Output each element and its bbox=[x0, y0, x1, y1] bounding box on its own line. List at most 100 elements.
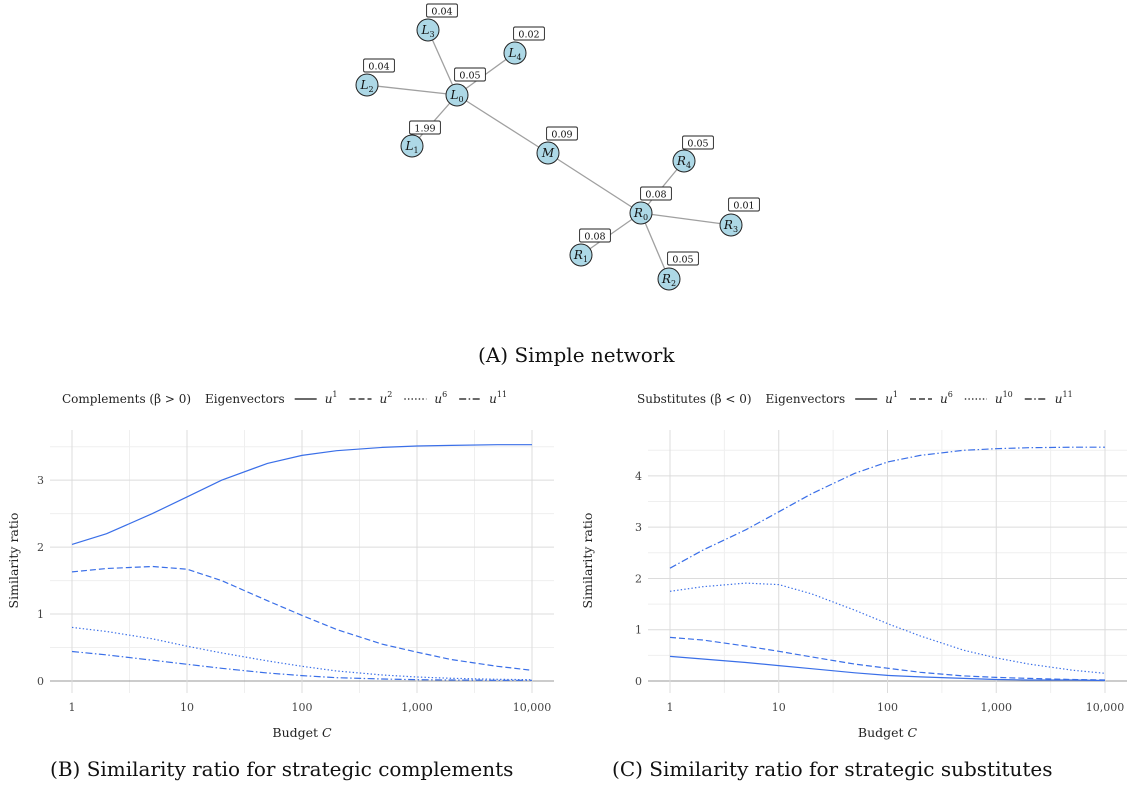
svg-text:0.04: 0.04 bbox=[368, 62, 389, 73]
x-tick-label: 100 bbox=[877, 701, 898, 714]
legend-label-u6: u6 bbox=[434, 390, 447, 406]
weight-label: 0.02 bbox=[513, 26, 545, 41]
weight-label: 0.09 bbox=[546, 126, 578, 141]
network-diagram: L00.05L11.99L20.04L30.04L40.02M0.09R00.0… bbox=[355, 3, 760, 291]
edge-L0-L2 bbox=[366, 84, 458, 96]
edge-R0-R1 bbox=[580, 212, 642, 256]
x-tick-label: 100 bbox=[292, 701, 313, 714]
node-circle bbox=[503, 41, 527, 65]
chart-complements: 0 1 2 3 1 10 100 1,000 10,000 Budget C Similarity … bbox=[6, 390, 554, 740]
series-line-u1 bbox=[71, 444, 532, 545]
series-line-u1 bbox=[669, 655, 1106, 682]
y-tick-label: 3 bbox=[635, 521, 642, 534]
series-line-u11 bbox=[71, 650, 532, 681]
svg-text:0.09: 0.09 bbox=[551, 130, 572, 141]
x-tick-label: 10 bbox=[772, 701, 786, 714]
x-tick-label: 10,000 bbox=[513, 701, 552, 714]
x-tick-label: 10 bbox=[180, 701, 194, 714]
edge-L0-L3 bbox=[427, 29, 458, 96]
x-axis-label: Budget C bbox=[272, 725, 332, 740]
y-tick-label: 1 bbox=[37, 608, 44, 621]
node-circle bbox=[536, 141, 560, 165]
svg-text:0.04: 0.04 bbox=[431, 7, 452, 18]
svg-text:0.08: 0.08 bbox=[645, 190, 666, 201]
legend-group-label: Complements (β > 0) bbox=[62, 392, 191, 406]
y-tick-label: 3 bbox=[37, 474, 44, 487]
svg-text:0.02: 0.02 bbox=[518, 30, 539, 41]
node-L2: L2 bbox=[355, 73, 379, 97]
y-tick-label: 1 bbox=[635, 624, 642, 637]
caption-b-text: Similarity ratio for strategic complemen… bbox=[86, 757, 514, 781]
node-R1: R1 bbox=[569, 243, 593, 267]
edge-L0-L4 bbox=[456, 52, 516, 96]
weight-label: 0.05 bbox=[682, 135, 714, 150]
node-R0: R0 bbox=[629, 201, 653, 225]
caption-c-text: Similarity ratio for strategic substitut… bbox=[649, 757, 1053, 781]
series-line-u6 bbox=[669, 636, 1106, 681]
weight-label: 0.08 bbox=[579, 228, 611, 243]
x-tick-label: 1,000 bbox=[401, 701, 433, 714]
svg-text:0.01: 0.01 bbox=[733, 201, 754, 212]
svg-text:0.05: 0.05 bbox=[459, 71, 480, 82]
node-circle bbox=[657, 267, 681, 291]
node-R2: R2 bbox=[657, 267, 681, 291]
x-tick-label: 1,000 bbox=[981, 701, 1013, 714]
legend-label-u10: u10 bbox=[995, 390, 1013, 406]
legend-label-u11: u11 bbox=[489, 390, 507, 406]
weight-label: 0.01 bbox=[728, 197, 760, 212]
node-L4: L4 bbox=[503, 41, 527, 65]
edge-M-R0 bbox=[547, 152, 642, 214]
weight-label: 0.04 bbox=[363, 58, 395, 73]
x-tick-label: 1 bbox=[667, 701, 674, 714]
y-axis-label: Similarity ratio bbox=[580, 513, 595, 609]
y-tick-label: 2 bbox=[37, 541, 44, 554]
chart-substitutes: 0 1 2 3 4 1 10 100 1,000 10,000 Budget C Similarity… bbox=[580, 390, 1127, 740]
node-circle bbox=[672, 149, 696, 173]
edge-L0-M bbox=[456, 94, 549, 154]
caption-a: (A) Simple network bbox=[478, 343, 675, 367]
svg-text:0.05: 0.05 bbox=[687, 139, 708, 150]
node-R3: R3 bbox=[719, 213, 743, 237]
node-L1: L1 bbox=[400, 134, 424, 158]
node-label: M bbox=[541, 146, 555, 160]
legend-group-label: Substitutes (β < 0) bbox=[637, 392, 752, 406]
y-tick-label: 4 bbox=[635, 470, 642, 483]
caption-a-text: Simple network bbox=[514, 343, 675, 367]
node-circle bbox=[355, 73, 379, 97]
weight-label: 0.08 bbox=[640, 186, 672, 201]
x-tick-label: 10,000 bbox=[1086, 701, 1125, 714]
legend-label-u2: u2 bbox=[380, 390, 393, 406]
caption-b: (B) Similarity ratio for strategic compl… bbox=[50, 757, 514, 781]
node-R4: R4 bbox=[672, 149, 696, 173]
y-tick-label: 0 bbox=[37, 675, 44, 688]
weight-label: 0.04 bbox=[426, 3, 458, 18]
node-L0: L0 bbox=[445, 83, 469, 107]
y-tick-label: 2 bbox=[635, 572, 642, 585]
legend-label-u1: u1 bbox=[885, 390, 898, 406]
edge-R0-R2 bbox=[640, 212, 670, 280]
legend-label-u11: u11 bbox=[1055, 390, 1073, 406]
series-line-u2 bbox=[71, 565, 533, 671]
x-axis-label: Budget C bbox=[858, 725, 918, 740]
node-circle bbox=[719, 213, 743, 237]
edge-R0-R3 bbox=[640, 212, 732, 226]
weight-label: 0.05 bbox=[667, 251, 699, 266]
weight-label: 0.05 bbox=[454, 67, 486, 82]
node-L3: L3 bbox=[416, 18, 440, 42]
x-tick-label: 1 bbox=[69, 701, 76, 714]
node-circle bbox=[416, 18, 440, 42]
node-M: M bbox=[536, 141, 560, 165]
series-line-u11 bbox=[669, 446, 1105, 569]
y-axis-label: Similarity ratio bbox=[6, 513, 21, 609]
caption-c: (C) Similarity ratio for strategic subst… bbox=[612, 757, 1053, 781]
svg-text:0.08: 0.08 bbox=[584, 232, 605, 243]
legend-title: Eigenvectors bbox=[205, 392, 285, 406]
svg-text:1.99: 1.99 bbox=[414, 124, 435, 135]
weight-label: 1.99 bbox=[409, 120, 441, 135]
node-circle bbox=[569, 243, 593, 267]
network-nodes: L00.05L11.99L20.04L30.04L40.02M0.09R00.0… bbox=[355, 3, 760, 291]
legend-label-u1: u1 bbox=[325, 390, 338, 406]
caption-c-letter: C bbox=[619, 757, 636, 781]
legend-title: Eigenvectors bbox=[766, 392, 846, 406]
svg-text:0.05: 0.05 bbox=[672, 255, 693, 266]
